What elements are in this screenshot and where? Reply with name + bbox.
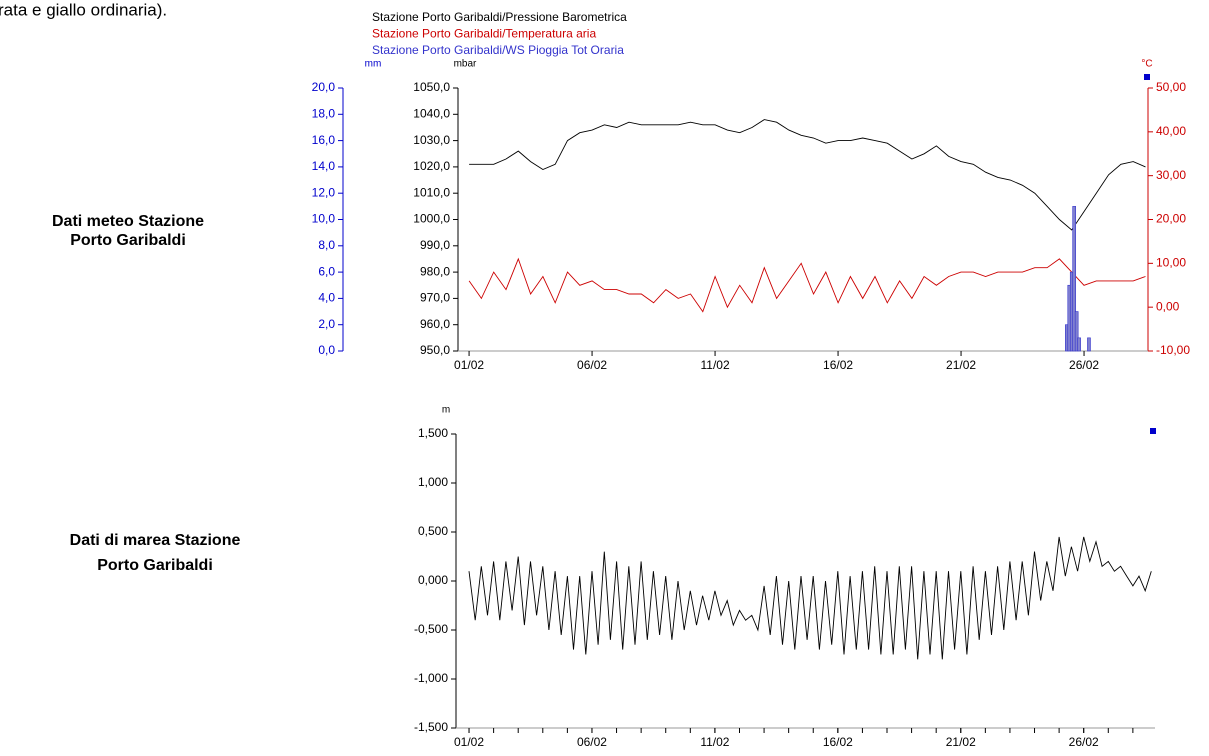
y-tick-label: 16,0: [312, 133, 336, 147]
rain-bar: [1087, 337, 1091, 352]
y-tick-label: 1010,0: [413, 185, 450, 199]
y-tick-label: 0,000: [418, 573, 448, 587]
y-tick-label: 14,0: [312, 159, 336, 173]
marker: [1150, 428, 1156, 434]
y-tick-label: 8,0: [318, 238, 335, 252]
y-tick-label: 10,0: [312, 212, 336, 226]
y-tick-label: 18,0: [312, 106, 336, 120]
x-tick-label: 26/02: [1069, 358, 1099, 372]
y-tick-label: 990,0: [420, 238, 450, 252]
y-tick-label: 6,0: [318, 264, 335, 278]
y-tick-label: 2,0: [318, 317, 335, 331]
y-tick-label: 4,0: [318, 291, 335, 305]
x-tick-label: 06/02: [577, 358, 607, 372]
axis-unit: °C: [1141, 59, 1152, 70]
y-tick-label: 1,500: [418, 426, 448, 440]
y-tick-label: 1030,0: [413, 133, 450, 147]
side-label: Porto Garibaldi: [70, 232, 186, 249]
marker: [1144, 74, 1150, 80]
y-tick-label: 0,500: [418, 524, 448, 538]
x-tick-label: 16/02: [823, 735, 853, 749]
side-label: Porto Garibaldi: [97, 557, 213, 574]
series-line: [468, 536, 1152, 660]
legend-entry: Stazione Porto Garibaldi/Temperatura ari…: [372, 27, 596, 41]
header-text: rata e giallo ordinaria).: [0, 0, 167, 19]
y-tick-label: 1040,0: [413, 106, 450, 120]
x-tick-label: 11/02: [700, 358, 729, 372]
y-tick-label: 30,00: [1156, 168, 1186, 182]
x-tick-label: 21/02: [946, 735, 976, 749]
y-tick-label: -0,500: [414, 622, 448, 636]
legend-entry: Stazione Porto Garibaldi/WS Pioggia Tot …: [372, 43, 624, 57]
legend-entry: Stazione Porto Garibaldi/Pressione Barom…: [372, 10, 627, 24]
rain-bar: [1074, 311, 1079, 352]
y-tick-label: 1000,0: [413, 212, 450, 226]
x-tick-label: 06/02: [577, 735, 607, 749]
y-tick-label: -1,500: [414, 720, 448, 734]
rain-bar: [1077, 337, 1081, 352]
x-tick-label: 16/02: [823, 358, 853, 372]
y-tick-label: 960,0: [420, 317, 450, 331]
y-tick-label: 20,0: [312, 80, 336, 94]
y-tick-label: 50,00: [1156, 80, 1186, 94]
x-tick-label: 01/02: [454, 735, 484, 749]
x-tick-label: 26/02: [1069, 735, 1099, 749]
y-tick-label: 1020,0: [413, 159, 450, 173]
y-tick-label: 10,00: [1156, 256, 1186, 270]
x-tick-label: 11/02: [700, 735, 729, 749]
rain-bar: [1072, 206, 1077, 352]
y-tick-label: 950,0: [420, 343, 450, 357]
y-tick-label: 20,00: [1156, 212, 1186, 226]
y-tick-label: 12,0: [312, 185, 336, 199]
axis-unit: m: [442, 405, 450, 416]
side-label: Dati meteo Stazione: [52, 213, 204, 230]
y-tick-label: 970,0: [420, 291, 450, 305]
y-tick-label: 980,0: [420, 264, 450, 278]
x-tick-label: 01/02: [454, 358, 484, 372]
axis-unit: mbar: [454, 59, 477, 70]
y-tick-label: 0,0: [318, 343, 335, 357]
series-line: [468, 257, 1146, 313]
y-tick-label: 40,00: [1156, 124, 1186, 138]
series-line: [469, 119, 1146, 231]
y-tick-label: -10,00: [1156, 343, 1190, 357]
y-tick-label: -1,000: [414, 671, 448, 685]
y-tick-label: 0,00: [1156, 299, 1180, 313]
x-tick-label: 21/02: [946, 358, 976, 372]
y-tick-label: 1050,0: [413, 80, 450, 94]
side-label: Dati di marea Stazione: [70, 532, 241, 549]
axis-unit: mm: [365, 59, 382, 70]
y-tick-label: 1,000: [418, 475, 448, 489]
